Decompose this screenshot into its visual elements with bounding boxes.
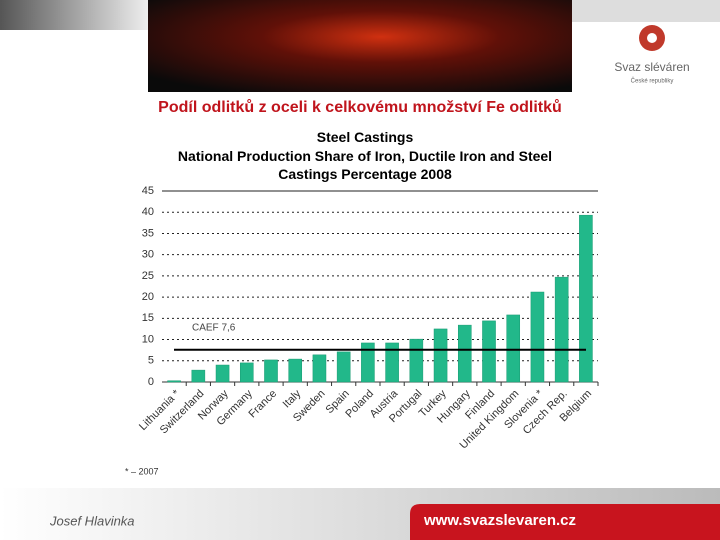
y-tick-label: 20 (142, 291, 154, 303)
bar (336, 351, 351, 383)
header-image (148, 0, 572, 92)
y-tick-label: 10 (142, 333, 154, 345)
bar (579, 214, 593, 383)
y-tick-label: 40 (142, 206, 154, 218)
chart-title: Steel Castings (316, 129, 414, 145)
bar (385, 342, 399, 383)
logo-sub: České republiky (631, 78, 674, 85)
top-band (572, 0, 720, 22)
top-band (0, 0, 148, 30)
bar (167, 380, 181, 383)
note: * – 2007 (125, 466, 159, 476)
logo-name: Svaz sléváren (614, 60, 689, 74)
bar (264, 359, 278, 383)
bar (506, 314, 521, 383)
author: Josef Hlavinka (49, 513, 135, 528)
y-tick-label: 35 (142, 227, 154, 239)
logo-icon (647, 33, 657, 43)
bar (482, 320, 496, 383)
bar (433, 328, 448, 383)
y-tick-label: 25 (142, 270, 154, 282)
y-tick-label: 30 (142, 249, 154, 261)
bar (215, 364, 230, 383)
y-tick-label: 0 (148, 376, 154, 388)
bar (288, 358, 303, 383)
y-tick-label: 5 (148, 355, 154, 367)
chart-subtitle: National Production Share of Iron, Ducti… (177, 148, 553, 182)
reference-label: CAEF 7,6 (192, 322, 236, 333)
bar (191, 369, 206, 383)
bar (361, 342, 375, 383)
slide-title: Podíl odlitků z oceli k celkovému množst… (158, 99, 562, 116)
bar (312, 354, 327, 383)
y-tick-label: 45 (142, 185, 154, 197)
bar (554, 276, 569, 383)
footer-red (410, 504, 720, 540)
url: www.svazslevaren.cz (423, 512, 576, 529)
bar (409, 338, 424, 383)
bar (457, 324, 472, 383)
bar (530, 291, 545, 383)
y-tick-label: 15 (142, 312, 154, 324)
bar (239, 362, 254, 383)
